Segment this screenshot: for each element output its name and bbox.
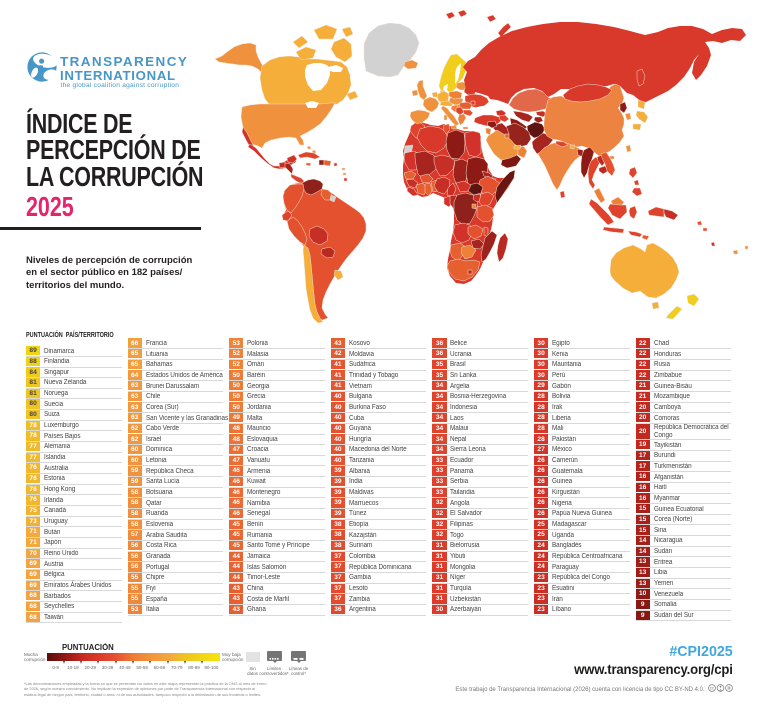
svg-text:cc: cc xyxy=(710,686,714,691)
